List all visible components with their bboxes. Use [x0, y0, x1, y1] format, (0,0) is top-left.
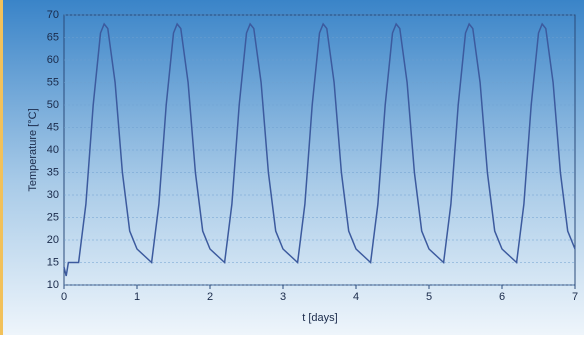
y-tick-label: 45	[47, 121, 59, 133]
x-tick-label: 5	[426, 291, 432, 303]
y-tick-label: 25	[47, 211, 59, 223]
x-tick-label: 7	[572, 291, 578, 303]
x-tick-label: 2	[207, 291, 213, 303]
y-tick-label: 40	[47, 144, 59, 156]
y-tick-label: 20	[47, 234, 59, 246]
y-tick-label: 35	[47, 166, 59, 178]
x-tick-label: 1	[134, 291, 140, 303]
y-tick-label: 30	[47, 189, 59, 201]
y-tick-label: 15	[47, 256, 59, 268]
x-tick-label: 4	[353, 291, 359, 303]
x-tick-label: 6	[499, 291, 505, 303]
y-tick-label: 10	[47, 279, 59, 291]
y-tick-label: 65	[47, 31, 59, 43]
x-tick-label: 0	[61, 291, 67, 303]
y-tick-label: 50	[47, 99, 59, 111]
x-axis-label: t [days]	[302, 312, 337, 324]
y-axis-label: Temperature [°C]	[27, 108, 39, 191]
left-edge	[0, 0, 3, 335]
y-tick-label: 55	[47, 76, 59, 88]
data-line	[63, 22, 576, 277]
x-tick-label: 3	[280, 291, 286, 303]
y-tick-label: 70	[47, 9, 59, 21]
y-tick-label: 60	[47, 54, 59, 66]
